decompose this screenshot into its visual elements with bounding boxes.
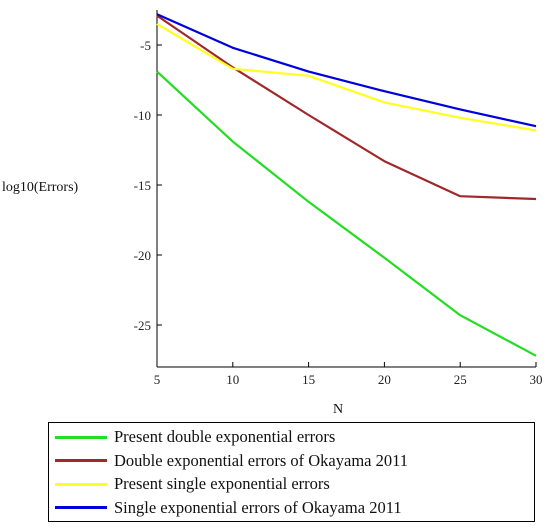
- x-tick-label: 5: [154, 372, 161, 387]
- series-line-2: [156, 14, 537, 201]
- tick-labels: 5 10 15 20 25 30 -5 -10 -15 -20 -25: [134, 38, 543, 387]
- legend-label: Present double exponential errors: [114, 427, 336, 446]
- x-tick-label: 10: [226, 372, 239, 387]
- x-tick-label: 30: [530, 372, 543, 387]
- x-tick-label: 15: [302, 372, 315, 387]
- legend-item: Double exponential errors of Okayama 201…: [55, 450, 408, 472]
- legend-label: Single exponential errors of Okayama 201…: [114, 497, 402, 517]
- y-tick-label: -20: [134, 248, 151, 263]
- series-line-3: [156, 23, 537, 132]
- x-tick-label: 20: [378, 372, 391, 387]
- legend-item: Present double exponential errors: [55, 426, 335, 448]
- legend-label: Present single exponential errors: [114, 474, 330, 493]
- legend-item: Present single exponential errors: [55, 473, 330, 495]
- y-tick-label: -10: [134, 108, 151, 123]
- legend: Present double exponential errors Double …: [48, 422, 535, 522]
- y-tick-label: -15: [134, 178, 151, 193]
- y-axis-title: log10(Errors): [2, 180, 79, 195]
- y-tick-label: -25: [134, 318, 151, 333]
- x-tick-label: 25: [454, 372, 467, 387]
- legend-swatch: [55, 459, 107, 462]
- legend-swatch: [55, 506, 107, 509]
- series-line-4: [156, 13, 537, 128]
- line-chart: 5 10 15 20 25 30-5-10-15-20-25 log10(Errors) …: [2, 10, 543, 417]
- x-axis-title: N: [333, 402, 343, 417]
- legend-label: Double exponential errors of Okayama 201…: [114, 450, 409, 470]
- legend-item: Single exponential errors of Okayama 201…: [55, 497, 402, 519]
- y-tick-label: -5: [140, 38, 151, 53]
- series-layer: [156, 13, 537, 357]
- legend-swatch: [55, 435, 107, 439]
- series-line-1: [156, 70, 537, 357]
- legend-swatch: [55, 482, 107, 486]
- axes: [156, 10, 537, 368]
